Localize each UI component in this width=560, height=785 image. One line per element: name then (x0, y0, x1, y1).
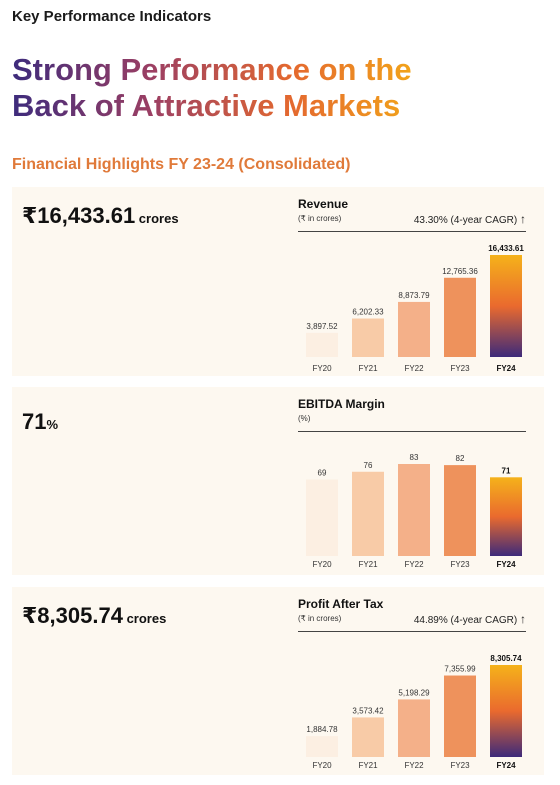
bar-value-label: 1,884.78 (306, 725, 338, 734)
ebitda-bar-chart: 69 FY20 76 FY21 83 FY22 82 FY23 71 FY24 (306, 453, 522, 569)
x-tick-label: FY21 (358, 364, 378, 373)
bar-value-label: 76 (364, 461, 373, 470)
revenue-big-number: ₹16,433.61 (22, 203, 136, 228)
x-tick-label: FY23 (450, 761, 470, 770)
bar-fy20 (306, 332, 338, 357)
x-tick-label: FY20 (312, 761, 332, 770)
bar-fy22 (398, 699, 430, 757)
arrow-up-icon: ↑ (520, 612, 526, 626)
bar-value-label: 8,873.79 (398, 291, 430, 300)
x-tick-label: FY24 (496, 761, 516, 770)
kpi-section-title: Key Performance Indicators (12, 8, 212, 25)
revenue-cagr: 43.30% (4-year CAGR) ↑ (414, 212, 526, 226)
pat-cagr-text: 44.89% (4-year CAGR) (413, 615, 518, 626)
pat-big-unit: crores (122, 611, 167, 626)
bar-value-label: 71 (502, 466, 511, 475)
pat-panel: ₹8,305.74 crores Profit After Tax (₹ in … (12, 587, 544, 775)
revenue-bar-chart: 3,897.52 FY20 6,202.33 FY21 8,873.79 FY22 12,7… (306, 244, 524, 373)
financial-highlights-subhead: Financial Highlights FY 23-24 (Consolida… (12, 156, 351, 173)
x-tick-label: FY24 (496, 560, 516, 569)
x-tick-label: FY21 (358, 761, 378, 770)
bar-fy24 (490, 477, 522, 556)
bar-fy21 (352, 717, 384, 757)
bar-value-label: 3,897.52 (306, 322, 338, 331)
pat-big-value: ₹8,305.74 crores (22, 603, 166, 629)
page-headline: Strong Performance on the Back of Attrac… (12, 52, 412, 124)
x-tick-label: FY22 (404, 364, 424, 373)
x-tick-label: FY22 (404, 560, 424, 569)
x-tick-label: FY21 (358, 560, 378, 569)
x-tick-label: FY20 (312, 364, 332, 373)
bar-fy23 (444, 675, 476, 757)
bar-fy22 (398, 464, 430, 556)
ebitda-chart-title: EBITDA Margin (298, 397, 385, 411)
revenue-big-unit: crores (135, 211, 179, 226)
pat-cagr: 44.89% (4-year CAGR) ↑ (414, 612, 526, 626)
bar-value-label: 5,198.29 (398, 688, 430, 697)
ebitda-chart-header: EBITDA Margin (%) (298, 397, 526, 432)
ebitda-chart-unit: (%) (298, 414, 311, 423)
bar-fy20 (306, 479, 338, 556)
bar-fy20 (306, 736, 338, 757)
bar-value-label: 16,433.61 (488, 244, 524, 253)
x-tick-label: FY20 (312, 560, 332, 569)
x-tick-label: FY23 (450, 560, 470, 569)
bar-value-label: 6,202.33 (352, 308, 384, 317)
bar-fy24 (490, 255, 522, 357)
ebitda-panel: 71% EBITDA Margin (%) 69 FY20 76 FY21 83 FY22… (12, 387, 544, 575)
bar-fy23 (444, 277, 476, 357)
bar-value-label: 7,355.99 (444, 665, 476, 674)
x-tick-label: FY24 (496, 364, 516, 373)
revenue-big-value: ₹16,433.61 crores (22, 203, 179, 229)
pat-big-number: ₹8,305.74 (22, 603, 123, 628)
bar-value-label: 83 (410, 453, 419, 462)
bar-value-label: 12,765.36 (442, 267, 478, 276)
revenue-cagr-text: 43.30% (4-year CAGR) (413, 215, 518, 226)
bar-value-label: 82 (456, 454, 465, 463)
bar-fy21 (352, 318, 384, 357)
bar-fy21 (352, 471, 384, 556)
revenue-chart-title: Revenue (298, 197, 349, 211)
pat-chart-header: Profit After Tax (₹ in crores) 44.89% (4… (298, 597, 526, 632)
bar-fy23 (444, 465, 476, 556)
revenue-chart-header: Revenue (₹ in crores) 43.30% (4-year CAG… (298, 197, 526, 232)
arrow-up-icon: ↑ (520, 212, 526, 226)
bar-value-label: 8,305.74 (490, 654, 522, 663)
x-tick-label: FY22 (404, 761, 424, 770)
bar-fy22 (398, 301, 430, 357)
ebitda-big-number: 71 (22, 409, 47, 434)
bar-fy24 (490, 665, 522, 757)
pat-chart-unit: (₹ in crores) (298, 614, 342, 623)
x-tick-label: FY23 (450, 364, 470, 373)
ebitda-big-value: 71% (22, 409, 58, 435)
bar-value-label: 3,573.42 (352, 706, 384, 715)
headline-line-1: Strong Performance on the (12, 52, 412, 87)
revenue-panel: ₹16,433.61 crores Revenue (₹ in crores) … (12, 187, 544, 376)
revenue-chart-unit: (₹ in crores) (298, 214, 342, 223)
bar-value-label: 69 (318, 469, 327, 478)
headline-line-2: Back of Attractive Markets (12, 88, 401, 123)
ebitda-big-unit: % (46, 417, 59, 432)
pat-chart-title: Profit After Tax (298, 597, 384, 611)
pat-bar-chart: 1,884.78 FY20 3,573.42 FY21 5,198.29 FY22 7,35… (306, 654, 522, 770)
